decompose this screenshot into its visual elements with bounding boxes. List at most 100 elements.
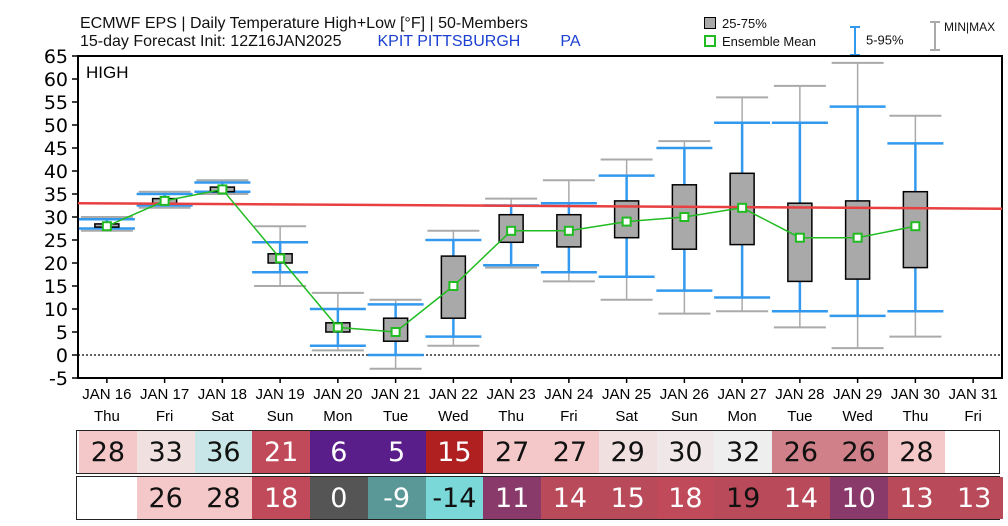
x-tick-label: JAN 23	[487, 386, 536, 403]
chart-header: ECMWF EPS | Daily Temperature High+Low […	[80, 15, 580, 51]
low-value-cell: 26	[136, 477, 195, 519]
legend-mean-label: Ensemble Mean	[722, 34, 816, 49]
ensemble-mean-marker	[621, 216, 632, 227]
panel-label: HIGH	[86, 63, 129, 82]
legend-mean-icon	[704, 35, 716, 47]
day-label: Tue	[383, 408, 408, 425]
day-label: Wed	[842, 408, 873, 425]
high-value-cell: 27	[541, 431, 599, 473]
x-tick-label: JAN 19	[256, 386, 305, 403]
iqr-box	[844, 200, 871, 280]
day-label: Sat	[211, 408, 234, 425]
y-tick-label: 5	[56, 322, 68, 344]
low-values-row: 26 28 18 0 -9 -14 11 14 15 18 19 14 10 13 13	[76, 476, 1003, 520]
legend-mean-item: Ensemble Mean	[704, 34, 816, 49]
ensemble-mean-marker	[159, 195, 170, 206]
legend-box-icon	[704, 17, 716, 29]
day-label: Fri	[560, 408, 578, 425]
low-value-cell: 18	[656, 477, 715, 519]
y-tick-label: 35	[44, 184, 68, 206]
low-value-cell: -9	[367, 477, 426, 519]
header-line2: 15-day Forecast Init: 12Z16JAN2025 KPIT P…	[80, 33, 580, 51]
high-value-cell: 21	[252, 431, 310, 473]
x-tick-label: JAN 29	[833, 386, 882, 403]
day-label: Thu	[94, 408, 120, 425]
y-tick-label: -5	[49, 368, 68, 390]
day-label: Tue	[787, 408, 812, 425]
low-value-cell: 19	[714, 477, 772, 519]
x-tick-label: JAN 28	[775, 386, 824, 403]
low-value-cell: -14	[425, 477, 484, 519]
low-value-cell: 13	[887, 477, 946, 519]
y-tick-label: 30	[44, 207, 68, 229]
low-value-cell: 18	[252, 477, 310, 519]
legend-minmax-label: MIN|MAX	[944, 20, 996, 34]
y-tick-label: 0	[56, 345, 68, 367]
high-value-cell: 27	[483, 431, 541, 473]
x-tick-label: JAN 31	[949, 386, 998, 403]
day-label: Mon	[728, 408, 757, 425]
low-value-cell: 10	[829, 477, 888, 519]
low-value-cell: 11	[483, 477, 541, 519]
day-label: Thu	[498, 408, 524, 425]
ensemble-mean-marker	[101, 221, 112, 232]
state-text: PA	[560, 33, 581, 50]
low-value-cell: 14	[541, 477, 599, 519]
legend-minmax-icon	[930, 20, 940, 51]
high-value-cell: 30	[656, 431, 715, 473]
x-tick-label: JAN 17	[140, 386, 189, 403]
y-tick-label: 20	[44, 253, 68, 275]
high-values-row: 28 33 36 21 6 5 15 27 27 29 30 32 26 26 28	[76, 430, 1000, 474]
location-text: KPIT PITTSBURGH	[377, 33, 521, 50]
reference-line	[77, 201, 1003, 210]
high-value-cell: 5	[367, 431, 426, 473]
ensemble-mean-marker	[563, 225, 574, 236]
y-tick-label: 45	[44, 138, 68, 160]
day-label: Fri	[156, 408, 174, 425]
ensemble-mean-marker	[506, 225, 517, 236]
legend-minmax-item: MIN|MAX	[930, 20, 995, 51]
ensemble-mean-marker	[910, 221, 921, 232]
x-tick-label: JAN 21	[371, 386, 420, 403]
ensemble-mean-marker	[679, 212, 690, 222]
init-text: 15-day Forecast Init: 12Z16JAN2025	[80, 33, 342, 50]
high-value-cell: 32	[714, 431, 772, 473]
low-value-cell: 0	[310, 477, 368, 519]
header-line1: ECMWF EPS | Daily Temperature High+Low […	[80, 15, 528, 32]
high-value-cell: 29	[598, 431, 657, 473]
legend-box-label: 25-75%	[722, 16, 767, 31]
legend-box-item: 25-75%	[704, 16, 767, 31]
ensemble-mean-marker	[217, 184, 228, 195]
ensemble-mean-marker	[448, 281, 459, 291]
y-tick-label: 50	[44, 115, 68, 137]
ensemble-mean-marker	[390, 327, 401, 337]
ensemble-mean-marker	[275, 253, 286, 264]
y-tick-label: 25	[44, 230, 68, 252]
x-tick-label: JAN 16	[82, 386, 131, 403]
ensemble-mean-marker	[332, 322, 343, 333]
x-tick-label: JAN 26	[660, 386, 709, 403]
day-label: Mon	[323, 408, 352, 425]
high-value-cell: 28	[79, 431, 137, 473]
y-tick-label: 55	[44, 92, 68, 114]
x-tick-label: JAN 20	[313, 386, 362, 403]
y-tick-label: 40	[44, 161, 68, 183]
high-value-cell: 26	[772, 431, 830, 473]
high-value-cell: 33	[136, 431, 195, 473]
high-value-cell: 15	[425, 431, 484, 473]
y-tick-label: 60	[44, 69, 68, 91]
x-tick-label: JAN 25	[602, 386, 651, 403]
y-tick-label: 15	[44, 276, 68, 298]
y-tick-label: 65	[44, 46, 68, 68]
low-value-cell: 15	[598, 477, 657, 519]
low-value-cell: 14	[772, 477, 830, 519]
high-value-cell: 26	[829, 431, 888, 473]
legend-whisker-label: 5-95%	[866, 32, 904, 48]
day-label: Fri	[964, 408, 982, 425]
x-tick-label: JAN 24	[544, 386, 593, 403]
high-value-cell: 28	[887, 431, 946, 473]
y-tick-label: 10	[44, 299, 68, 321]
ensemble-mean-marker	[794, 232, 805, 243]
high-value-cell: 36	[194, 431, 253, 473]
